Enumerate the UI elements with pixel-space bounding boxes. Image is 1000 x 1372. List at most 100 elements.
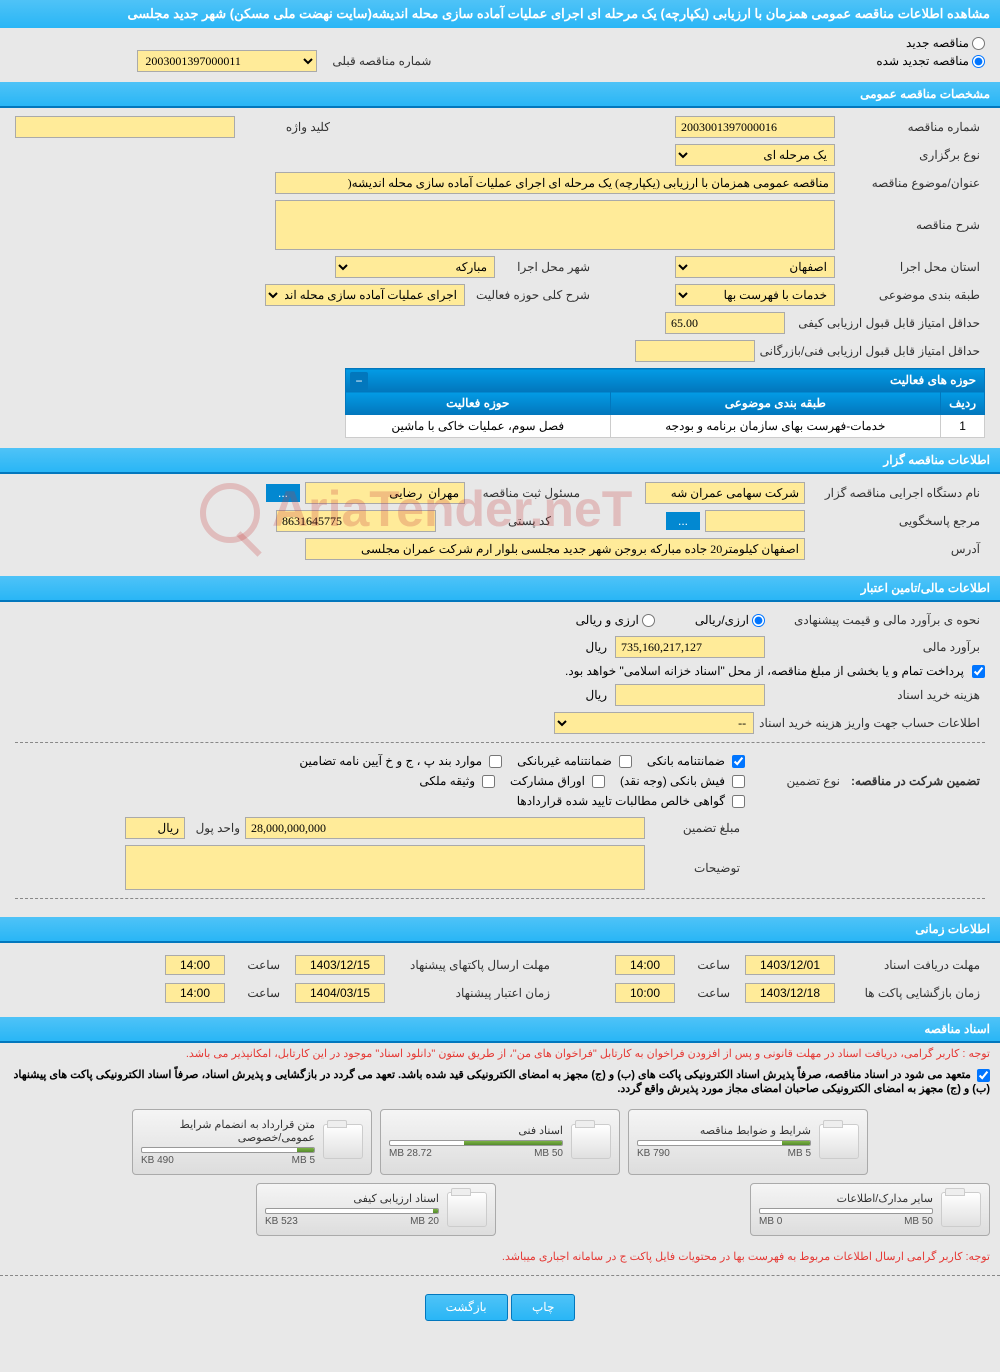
keyword-input[interactable]	[15, 116, 235, 138]
validity-date[interactable]: 1404/03/15	[295, 983, 385, 1003]
chk-certified[interactable]	[732, 795, 745, 808]
desc-label: شرح مناقصه	[835, 215, 985, 235]
folder-icon	[571, 1124, 611, 1159]
activity-desc-label: شرح کلی حوزه فعالیت	[465, 285, 595, 305]
payment-note: پرداخت تمام و یا بخشی از مبلغ مناقصه، از…	[560, 664, 969, 678]
min-tech-score-input[interactable]	[635, 340, 755, 362]
chk-fish[interactable]	[732, 775, 745, 788]
file-box-2[interactable]: متن قرارداد به انضمام شرایط عمومی/خصوصی …	[132, 1109, 372, 1175]
radio-renewed-label: مناقصه تجدید شده	[876, 54, 969, 68]
activity-desc-select[interactable]: اجرای عملیات آماده سازی محله اندیشه (سای…	[265, 284, 465, 306]
file-box-1[interactable]: اسناد فنی 50 MB28.72 MB	[380, 1109, 620, 1175]
tender-no-input[interactable]	[675, 116, 835, 138]
chk-bank[interactable]	[732, 755, 745, 768]
file-box-0[interactable]: شرایط و ضوابط مناقصه 5 MB790 KB	[628, 1109, 868, 1175]
chk-clause[interactable]	[489, 755, 502, 768]
radio-new-label: مناقصه جدید	[906, 36, 969, 50]
doc-fee-label: هزینه خرید اسناد	[765, 685, 985, 705]
col-row: ردیف	[941, 392, 985, 415]
col-activity: حوزه فعالیت	[346, 392, 611, 415]
city-select[interactable]: مبارکه	[335, 256, 495, 278]
folder-icon	[447, 1192, 487, 1227]
unit-label: واحد پول	[185, 818, 245, 838]
open-date[interactable]: 1403/12/18	[745, 983, 835, 1003]
section-financial: اطلاعات مالی/تامین اعتبار	[0, 576, 1000, 602]
back-button[interactable]: بازگشت	[425, 1294, 508, 1321]
prev-tender-select[interactable]: 2003001397000011	[137, 50, 317, 72]
chk-deed[interactable]	[482, 775, 495, 788]
notes-textarea[interactable]	[125, 845, 645, 890]
chk-deed-label: وثیقه ملکی	[419, 774, 475, 788]
currency-label: ریال	[577, 640, 615, 654]
amount-input[interactable]	[615, 636, 765, 658]
file-title: متن قرارداد به انضمام شرایط عمومی/خصوصی	[141, 1118, 315, 1144]
doc-fee-input[interactable]	[615, 684, 765, 706]
address-input[interactable]	[305, 538, 805, 560]
print-button[interactable]: چاپ	[511, 1294, 575, 1321]
commitment-checkbox[interactable]	[977, 1069, 990, 1082]
file-box-4[interactable]: اسناد ارزیابی کیفی 20 MB523 KB	[256, 1183, 496, 1236]
time-label-2: ساعت	[235, 955, 285, 975]
chk-nonbank-label: ضمانتنامه غیربانکی	[517, 754, 612, 768]
receive-deadline-label: مهلت دریافت اسناد	[845, 955, 985, 975]
file-title: سایر مدارک/اطلاعات	[759, 1192, 933, 1205]
send-time[interactable]: 14:00	[165, 955, 225, 975]
guarantee-type-label: نوع تضمین	[745, 771, 845, 791]
org-label: نام دستگاه اجرایی مناقصه گزار	[805, 483, 985, 503]
chk-certified-label: گواهی خالص مطالبات تایید شده قراردادها	[517, 794, 725, 808]
section-tenderer: اطلاعات مناقصه گزار	[0, 448, 1000, 474]
activity-table-header: حوزه های فعالیت −	[346, 369, 985, 392]
activity-table: حوزه های فعالیت − ردیف طبقه بندی موضوعی …	[345, 368, 985, 438]
class-select[interactable]: خدمات با فهرست بها	[675, 284, 835, 306]
send-deadline-date[interactable]: 1403/12/15	[295, 955, 385, 975]
open-label: زمان بازگشایی پاکت ها	[845, 983, 985, 1003]
receive-time[interactable]: 14:00	[615, 955, 675, 975]
collapse-button[interactable]: −	[350, 372, 368, 390]
radio-both[interactable]	[642, 614, 655, 627]
chk-securities[interactable]	[592, 775, 605, 788]
subject-input[interactable]	[275, 172, 835, 194]
folder-icon	[819, 1124, 859, 1159]
treasury-checkbox[interactable]	[972, 665, 985, 678]
radio-rial[interactable]	[752, 614, 765, 627]
file-title: شرایط و ضوابط مناقصه	[637, 1124, 811, 1137]
postal-input[interactable]	[276, 510, 436, 532]
chk-nonbank[interactable]	[619, 755, 632, 768]
radio-renewed-tender[interactable]	[972, 55, 985, 68]
guarantee-label: تضمین شرکت در مناقصه:	[845, 771, 985, 791]
notes-label: توضیحات	[645, 858, 745, 878]
table-row: 1 خدمات-فهرست بهای سازمان برنامه و بودجه…	[346, 415, 985, 438]
contact-label: مرجع پاسخگویی	[805, 511, 985, 531]
type-label: نوع برگزاری	[835, 145, 985, 165]
radio-both-label: ارزی و ریالی	[576, 613, 639, 627]
chk-clause-label: موارد بند پ ، ج و خ آیین نامه تضامین	[299, 754, 482, 768]
keyword-label: کلید واژه	[235, 117, 335, 137]
postal-label: کد پستی	[436, 511, 556, 531]
file-title: اسناد ارزیابی کیفی	[265, 1192, 439, 1205]
address-label: آدرس	[805, 539, 985, 559]
min-score-input[interactable]	[665, 312, 785, 334]
registrar-label: مسئول ثبت مناقصه	[465, 483, 585, 503]
unit-input[interactable]	[125, 817, 185, 839]
send-deadline-label: مهلت ارسال پاکتهای پیشنهاد	[395, 955, 555, 975]
province-select[interactable]: اصفهان	[675, 256, 835, 278]
class-label: طبقه بندی موضوعی	[835, 285, 985, 305]
contact-input[interactable]	[705, 510, 805, 532]
type-select[interactable]: یک مرحله ای	[675, 144, 835, 166]
receive-deadline-date[interactable]: 1403/12/01	[745, 955, 835, 975]
section-general: مشخصات مناقصه عمومی	[0, 82, 1000, 108]
desc-textarea[interactable]	[275, 200, 835, 250]
radio-new-tender[interactable]	[972, 37, 985, 50]
registrar-input[interactable]	[305, 482, 465, 504]
guarantee-amount-input[interactable]	[245, 817, 645, 839]
file-box-3[interactable]: سایر مدارک/اطلاعات 50 MB0 MB	[750, 1183, 990, 1236]
contact-lookup-button[interactable]: ...	[666, 512, 700, 530]
time-label-3: ساعت	[685, 983, 735, 1003]
org-input[interactable]	[645, 482, 805, 504]
account-select[interactable]: --	[554, 712, 754, 734]
open-time[interactable]: 10:00	[615, 983, 675, 1003]
validity-time[interactable]: 14:00	[165, 983, 225, 1003]
page-title: مشاهده اطلاعات مناقصه عمومی همزمان با ار…	[0, 0, 1000, 28]
doc-note-1: توجه : کاربر گرامی، دریافت اسناد در مهلت…	[0, 1043, 1000, 1064]
registrar-lookup-button[interactable]: ...	[266, 484, 300, 502]
